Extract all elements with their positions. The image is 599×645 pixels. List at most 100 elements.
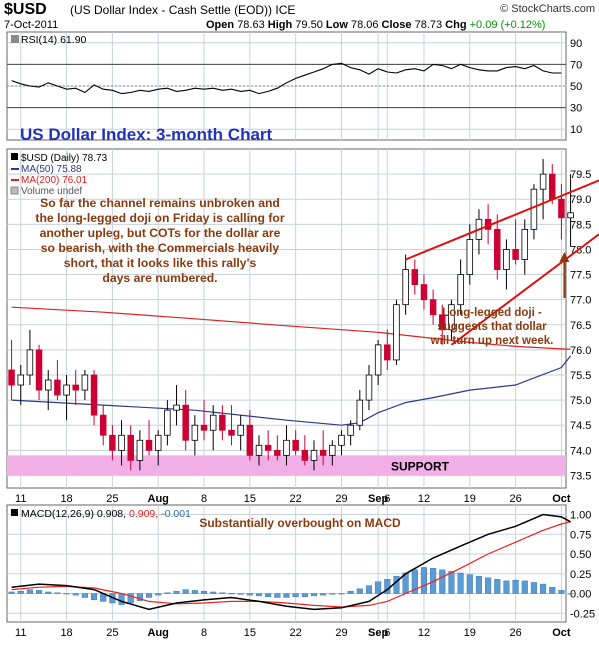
macd-hist-bar	[200, 590, 208, 594]
candle-body	[429, 299, 437, 316]
macd-hist-bar	[494, 579, 501, 594]
macd-hist-bar	[393, 575, 400, 594]
price-legend-swatch	[11, 153, 18, 160]
macd-hist-bar	[228, 593, 235, 595]
commentary-line: another upleg, but COTs for the dollar a…	[40, 226, 281, 240]
candle	[411, 259, 419, 295]
candle-body	[219, 414, 226, 431]
candle-body	[191, 424, 199, 441]
x-tick-label: 29	[335, 627, 347, 639]
candle	[237, 415, 244, 451]
rsi-tick-label: 90	[570, 38, 582, 50]
ma200-line	[11, 306, 571, 350]
macd-tick-label: 0.50	[570, 549, 591, 561]
macd-hist-bar	[173, 590, 180, 594]
chart-date: 7-Oct-2011	[4, 19, 59, 31]
price-tick-label: 79.5	[570, 169, 591, 181]
x-tick-label: Sep	[368, 493, 388, 505]
candle	[338, 430, 345, 456]
candle-body	[374, 344, 382, 376]
candle-body	[35, 349, 43, 391]
commentary-line: So far the channel remains unbroken and	[40, 196, 280, 210]
chg-value: +0.09 (+0.12%)	[469, 19, 546, 31]
volume-legend-swatch	[10, 186, 19, 195]
x-tick-label: 6	[384, 627, 390, 639]
macd-hist-bar	[127, 593, 134, 604]
macd-hist-bar	[567, 593, 574, 595]
candle-body	[109, 434, 116, 451]
candle-body	[136, 439, 144, 461]
macd-hist-bar	[81, 593, 88, 598]
candle	[35, 344, 43, 401]
candle-body	[530, 188, 538, 230]
commentary-line: so bearish, with the Commercials heavily	[41, 241, 280, 255]
candle	[365, 364, 373, 411]
candle-body	[558, 198, 565, 219]
candle	[109, 425, 116, 461]
macd-title: MACD(12,26,9)	[21, 508, 97, 520]
ma50-legend: MA(50) 75.88	[21, 164, 82, 175]
macd-hist-bar	[36, 590, 43, 594]
macd-annotation: Substantially overbought on MACD	[199, 516, 401, 530]
candle	[466, 224, 474, 285]
x-tick-label: 26	[509, 493, 521, 505]
candle-body	[539, 173, 547, 190]
macd-hist-bar	[475, 575, 482, 594]
rsi-line	[11, 62, 562, 95]
x-tick-label: 18	[60, 627, 72, 639]
candle-body	[439, 314, 446, 331]
candle	[274, 435, 281, 461]
x-tick-label: 22	[290, 493, 302, 505]
low-label: Low	[325, 19, 348, 31]
candle-body	[127, 434, 134, 461]
candle-body	[521, 228, 529, 260]
candle	[329, 440, 336, 466]
macd-hist-bar	[485, 577, 492, 594]
candle	[310, 440, 318, 471]
x-tick-label: 12	[418, 627, 430, 639]
candle-body	[81, 374, 89, 391]
candle-body	[164, 409, 171, 436]
macd-signal-value: 0.909,	[129, 508, 161, 520]
candle-body	[17, 374, 24, 386]
commentary-line: days are numbered.	[102, 271, 217, 285]
candle-body	[246, 424, 254, 456]
candle	[145, 420, 153, 456]
candle	[301, 435, 309, 466]
candle-body	[90, 374, 98, 416]
macd-hist-bar	[8, 591, 15, 594]
macd-signal-line	[11, 521, 571, 608]
price-tick-label: 77.0	[570, 295, 591, 307]
price-tick-label: 74.5	[570, 420, 591, 432]
macd-tick-label: 0.75	[570, 529, 591, 541]
price-tick-label: 78.0	[570, 244, 591, 256]
macd-hist-bar	[540, 583, 547, 594]
macd-hist-bar	[246, 593, 253, 596]
price-legend: $USD (Daily) 78.73	[21, 153, 108, 164]
price-tick-label: 78.5	[570, 219, 591, 231]
high-value: 79.50	[295, 19, 323, 31]
macd-hist-bar	[146, 593, 153, 598]
ohlc-readout: Open 78.63 High 79.50 Low 78.06 Close 78…	[206, 19, 545, 31]
price-chart-title: US Dollar Index: 3-month Chart	[20, 125, 273, 144]
candle	[200, 400, 208, 441]
candle	[219, 405, 226, 441]
rsi-legend-swatch	[11, 35, 19, 43]
candle-body	[301, 449, 309, 461]
macd-hist-bar	[329, 593, 336, 595]
macd-hist-bar	[420, 567, 427, 594]
x-tick-label: 25	[106, 493, 118, 505]
candle	[347, 420, 354, 446]
macd-hist-bar	[558, 590, 565, 594]
candle-body	[338, 434, 345, 446]
macd-tick-label: 0.25	[570, 569, 591, 581]
ma200-legend: MA(200) 76.01	[21, 175, 88, 186]
macd-hist-bar	[72, 593, 79, 596]
macd-hist-bar	[210, 591, 217, 594]
doji-note-line: Long-legged doji -	[442, 307, 542, 319]
macd-hist-bar	[439, 569, 446, 594]
price-tick-label: 76.5	[570, 320, 591, 332]
macd-hist-bar	[255, 593, 263, 597]
candle-body	[365, 374, 373, 401]
